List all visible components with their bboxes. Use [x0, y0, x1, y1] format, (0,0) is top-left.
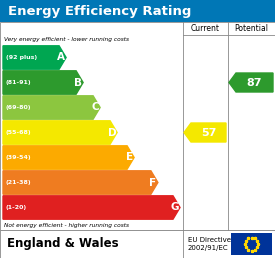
Text: Current: Current: [191, 24, 220, 33]
Bar: [231, 233, 272, 255]
Text: A: A: [57, 52, 65, 62]
Text: Very energy efficient - lower running costs: Very energy efficient - lower running co…: [4, 37, 129, 43]
Text: 87: 87: [247, 77, 262, 87]
Text: (39-54): (39-54): [6, 155, 32, 160]
Text: Not energy efficient - higher running costs: Not energy efficient - higher running co…: [4, 222, 129, 228]
Text: (92 plus): (92 plus): [6, 55, 37, 60]
Text: Energy Efficiency Rating: Energy Efficiency Rating: [8, 4, 191, 18]
Polygon shape: [3, 146, 134, 169]
Text: (21-38): (21-38): [6, 180, 32, 185]
Text: G: G: [171, 203, 179, 213]
Polygon shape: [3, 71, 83, 94]
Text: F: F: [149, 178, 156, 188]
Polygon shape: [3, 46, 66, 69]
Text: D: D: [108, 127, 116, 138]
Polygon shape: [229, 73, 273, 92]
Bar: [0, 0, 275, 22]
Text: B: B: [74, 77, 82, 87]
Bar: [0, 230, 275, 258]
Text: E: E: [125, 152, 133, 163]
Text: EU Directive
2002/91/EC: EU Directive 2002/91/EC: [188, 237, 231, 251]
Bar: [0, 22, 275, 230]
Text: England & Wales: England & Wales: [7, 238, 119, 251]
Polygon shape: [184, 123, 226, 142]
Polygon shape: [3, 171, 158, 194]
Polygon shape: [3, 196, 180, 219]
Text: (55-68): (55-68): [6, 130, 32, 135]
Text: Potential: Potential: [235, 24, 268, 33]
Text: 57: 57: [201, 127, 216, 138]
Text: (81-91): (81-91): [6, 80, 32, 85]
Text: C: C: [91, 102, 99, 112]
Text: (69-80): (69-80): [6, 105, 32, 110]
Text: (1-20): (1-20): [6, 205, 27, 210]
Polygon shape: [3, 96, 100, 119]
Polygon shape: [3, 121, 117, 144]
